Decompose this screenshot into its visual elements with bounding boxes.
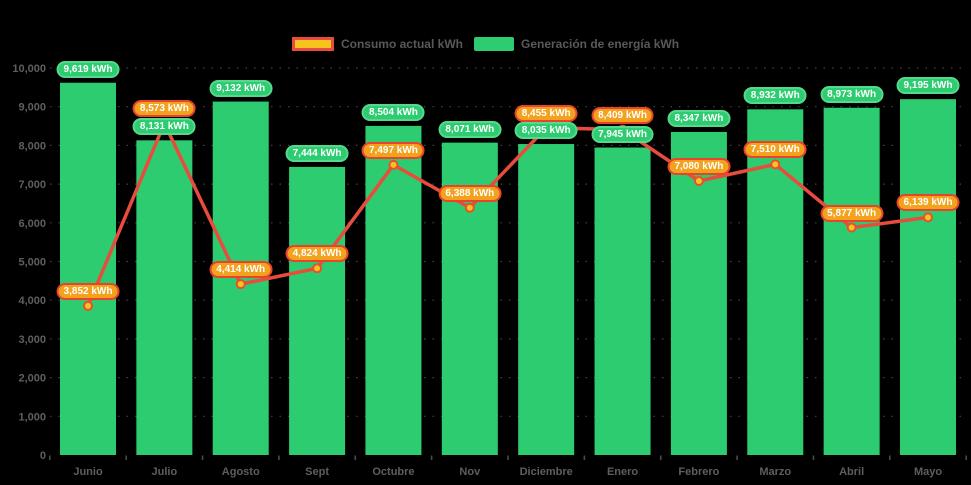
bar-agosto[interactable] xyxy=(212,101,269,455)
point-nov[interactable] xyxy=(464,202,475,213)
y-axis-tick-label: 8,000 xyxy=(18,140,46,152)
legend-item-consumo[interactable]: Consumo actual kWh xyxy=(291,37,463,51)
consumo-legend-label: Consumo actual kWh xyxy=(340,37,463,51)
point-febrero[interactable] xyxy=(693,176,704,187)
x-axis-tick-label: Junio xyxy=(73,466,103,478)
axes: 0 1,000 2,000 3,000 4,000 5,000 6,000 7,000 8,00… xyxy=(12,63,967,478)
y-axis-tick-label: 1,000 xyxy=(18,411,46,423)
point-sept[interactable] xyxy=(312,263,323,274)
bar-abril[interactable] xyxy=(823,107,880,455)
y-axis-tick-label: 7,000 xyxy=(18,179,46,191)
generacion-legend-label: Generación de energía kWh xyxy=(520,37,680,51)
point-enero[interactable] xyxy=(617,124,628,135)
y-axis-tick-label: 4,000 xyxy=(18,295,46,307)
point-agosto[interactable] xyxy=(235,279,246,290)
point-mayo[interactable] xyxy=(923,212,933,223)
y-axis-tick-label: 6,000 xyxy=(18,218,46,230)
y-axis-tick-label: 0 xyxy=(40,450,46,462)
x-axis-tick-label: Marzo xyxy=(759,466,791,478)
x-axis-tick-label: Mayo xyxy=(914,466,942,478)
point-diciembre[interactable] xyxy=(541,122,552,133)
y-axis-tick-label: 10,000 xyxy=(12,63,46,75)
point-julio[interactable] xyxy=(159,118,170,129)
y-axis-tick-label: 9,000 xyxy=(18,102,46,114)
x-axis-tick-label: Enero xyxy=(607,466,638,478)
bar-junio[interactable] xyxy=(60,82,116,456)
chart-legend: Consumo actual kWh Generación de energía… xyxy=(0,36,971,52)
line-series xyxy=(83,118,933,311)
consumo-line xyxy=(86,121,930,308)
x-axis-tick-label: Febrero xyxy=(678,466,719,478)
point-octubre[interactable] xyxy=(388,159,399,170)
bar-mayo[interactable] xyxy=(900,99,956,455)
y-axis-tick-label: 5,000 xyxy=(18,257,46,269)
bar-series xyxy=(60,82,956,456)
bar-diciembre[interactable] xyxy=(518,144,575,455)
point-junio[interactable] xyxy=(83,300,93,311)
x-axis-tick-label: Agosto xyxy=(222,466,260,478)
bar-enero[interactable] xyxy=(594,147,651,455)
x-axis-tick-label: Nov xyxy=(459,466,481,478)
x-axis-tick-label: Sept xyxy=(305,466,329,478)
x-axis-tick-label: Diciembre xyxy=(520,466,573,478)
y-axis-tick-label: 3,000 xyxy=(18,334,46,346)
bar-julio[interactable] xyxy=(136,140,193,455)
point-marzo[interactable] xyxy=(770,159,781,170)
bar-sept[interactable] xyxy=(289,166,346,455)
point-abril[interactable] xyxy=(846,222,857,233)
legend-item-generacion[interactable]: Generación de energía kWh xyxy=(473,37,680,51)
generacion-bar-swatch-icon xyxy=(473,37,514,51)
consumo-line-swatch-icon xyxy=(291,37,334,51)
x-axis-tick-label: Octubre xyxy=(372,466,414,478)
x-axis-tick-label: Julio xyxy=(152,466,178,478)
y-axis-tick-label: 2,000 xyxy=(18,373,46,385)
x-axis-tick-label: Abril xyxy=(839,466,864,478)
bar-octubre[interactable] xyxy=(365,125,422,455)
